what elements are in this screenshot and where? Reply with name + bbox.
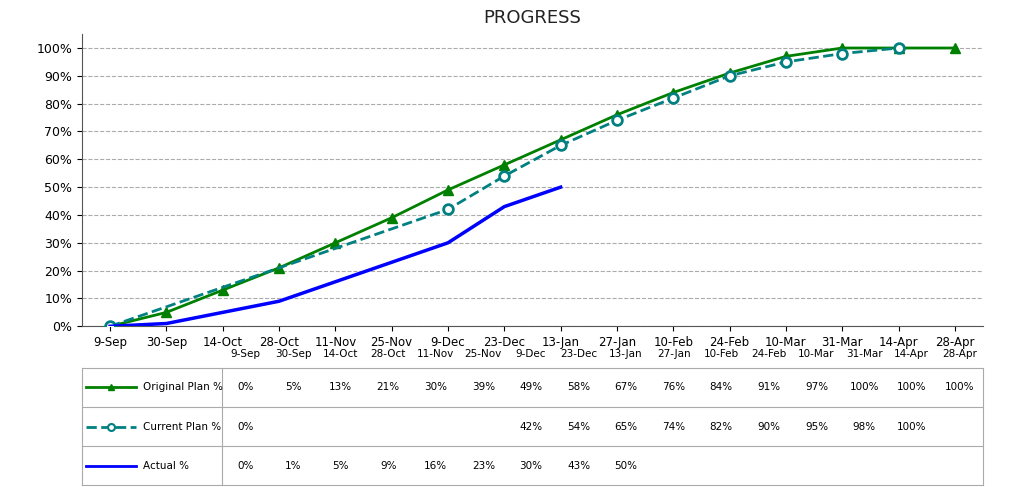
Text: 42%: 42% [519, 422, 543, 431]
Text: 9-Dec: 9-Dec [516, 349, 546, 359]
Text: 0%: 0% [238, 382, 254, 393]
Text: 100%: 100% [944, 382, 974, 393]
Text: 16%: 16% [424, 461, 447, 471]
Text: 39%: 39% [472, 382, 495, 393]
Text: 0%: 0% [238, 422, 254, 431]
Text: 95%: 95% [805, 422, 828, 431]
Text: 49%: 49% [519, 382, 543, 393]
Text: 5%: 5% [333, 461, 349, 471]
Text: 13-Jan: 13-Jan [609, 349, 643, 359]
Text: 14-Apr: 14-Apr [894, 349, 929, 359]
Text: 23-Dec: 23-Dec [560, 349, 597, 359]
Text: 31-Mar: 31-Mar [846, 349, 883, 359]
Text: 76%: 76% [663, 382, 685, 393]
Text: 54%: 54% [567, 422, 590, 431]
Text: 13%: 13% [329, 382, 352, 393]
Text: Current Plan %: Current Plan % [143, 422, 221, 431]
Text: 58%: 58% [567, 382, 590, 393]
Title: PROGRESS: PROGRESS [483, 9, 582, 27]
Text: 67%: 67% [614, 382, 638, 393]
Text: 50%: 50% [614, 461, 638, 471]
Text: 30-Sep: 30-Sep [274, 349, 311, 359]
Text: 9-Sep: 9-Sep [230, 349, 260, 359]
Text: 10-Mar: 10-Mar [799, 349, 835, 359]
Text: 25-Nov: 25-Nov [465, 349, 502, 359]
Text: 14-Oct: 14-Oct [323, 349, 358, 359]
Text: 82%: 82% [710, 422, 733, 431]
Text: 9%: 9% [380, 461, 396, 471]
Text: 28-Oct: 28-Oct [371, 349, 406, 359]
Text: 1%: 1% [285, 461, 301, 471]
Text: 24-Feb: 24-Feb [752, 349, 786, 359]
Text: 65%: 65% [614, 422, 638, 431]
Text: 74%: 74% [663, 422, 685, 431]
Text: 21%: 21% [377, 382, 399, 393]
Text: Actual %: Actual % [143, 461, 189, 471]
Text: 0%: 0% [238, 461, 254, 471]
Text: 90%: 90% [758, 422, 780, 431]
Text: Original Plan %: Original Plan % [143, 382, 223, 393]
Text: 27-Jan: 27-Jan [656, 349, 690, 359]
Text: 43%: 43% [567, 461, 590, 471]
Text: 28-Apr: 28-Apr [942, 349, 977, 359]
Text: 100%: 100% [849, 382, 879, 393]
Text: 100%: 100% [897, 422, 927, 431]
Text: 10-Feb: 10-Feb [703, 349, 739, 359]
Text: 84%: 84% [710, 382, 733, 393]
Text: 97%: 97% [805, 382, 828, 393]
Text: 30%: 30% [519, 461, 543, 471]
Text: 23%: 23% [472, 461, 495, 471]
Text: 30%: 30% [424, 382, 447, 393]
Text: 100%: 100% [897, 382, 927, 393]
Text: 98%: 98% [853, 422, 876, 431]
Text: 11-Nov: 11-Nov [417, 349, 455, 359]
Text: 91%: 91% [758, 382, 780, 393]
Text: 5%: 5% [285, 382, 301, 393]
